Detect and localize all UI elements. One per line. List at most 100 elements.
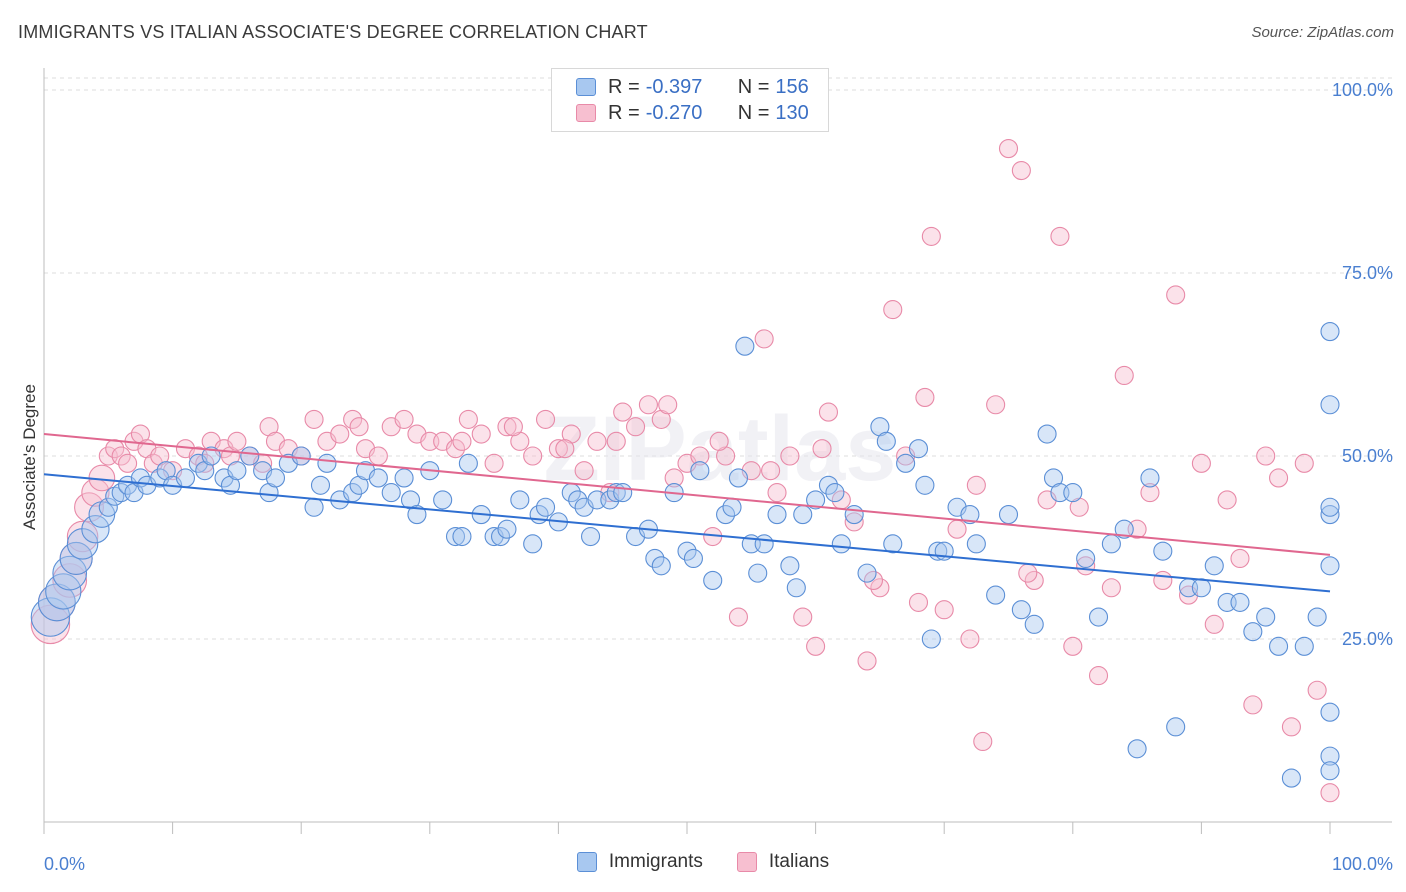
immigrants-point — [986, 585, 1006, 605]
immigrants-point — [1307, 607, 1327, 627]
italians-point — [1281, 717, 1301, 737]
legend-item-italians[interactable]: Italians — [736, 851, 830, 873]
immigrants-point — [683, 548, 703, 569]
trend-lines — [43, 433, 1331, 593]
italians-point — [368, 446, 388, 466]
italians-swatch — [576, 104, 596, 122]
immigrants-point — [1320, 556, 1340, 576]
y-axis-title: Associate's Degree — [20, 384, 39, 530]
r-label: R = — [608, 75, 640, 98]
immigrants-point — [201, 446, 221, 466]
italians-point — [844, 512, 864, 532]
legend-item-immigrants[interactable]: Immigrants — [576, 851, 703, 873]
italians-point — [754, 329, 774, 349]
y-tick-labels: 25.0% 50.0% 75.0% 100.0% — [1332, 80, 1393, 649]
italians-point — [74, 492, 104, 523]
y-tick-label: 25.0% — [1342, 629, 1393, 649]
immigrants-point — [767, 505, 787, 525]
italians-point — [1011, 160, 1031, 181]
immigrants-point — [1243, 622, 1263, 642]
immigrants-point — [1063, 483, 1083, 503]
italians-point — [690, 446, 710, 466]
italians-point — [658, 395, 678, 415]
italians-point — [1063, 636, 1083, 656]
italians-point — [883, 300, 903, 320]
immigrants-point — [1204, 556, 1224, 576]
immigrants-point — [1320, 761, 1340, 781]
italians-point — [1018, 563, 1038, 583]
immigrants-point — [651, 556, 671, 576]
italians-point — [349, 417, 369, 437]
immigrants-point — [98, 497, 118, 517]
x-tick-label: 100.0% — [1332, 854, 1393, 874]
italians-point — [304, 409, 324, 429]
italians-point — [870, 578, 890, 598]
legend-label-italians: Italians — [768, 851, 830, 872]
italians-swatch — [736, 852, 757, 872]
immigrants-point — [394, 468, 414, 488]
y-tick-label: 100.0% — [1332, 80, 1393, 100]
immigrants-point — [806, 490, 826, 510]
immigrants-point — [748, 563, 768, 583]
r-value: -0.397 — [645, 75, 703, 98]
immigrants-point — [105, 486, 125, 506]
immigrants-point — [915, 475, 935, 495]
immigrants-point — [1320, 322, 1340, 342]
italians-point — [1320, 783, 1340, 803]
immigrants-point — [1011, 600, 1031, 620]
immigrants-point — [66, 528, 99, 560]
immigrants-point — [793, 505, 813, 525]
italians-point — [1140, 483, 1160, 503]
immigrants-point — [445, 526, 466, 547]
italians-point — [1243, 695, 1263, 715]
italians-point — [934, 600, 954, 620]
immigrants-point — [227, 461, 247, 481]
italians-point — [613, 402, 633, 422]
italians-point — [986, 395, 1006, 415]
immigrants-point — [458, 453, 478, 473]
italians-point — [458, 409, 478, 429]
immigrants-point — [1140, 468, 1160, 488]
n-value: 130 — [775, 101, 809, 124]
italians-point — [966, 475, 986, 495]
italians-points — [30, 139, 1340, 803]
immigrants-point — [908, 439, 929, 459]
italians-trend-line — [43, 433, 1331, 556]
immigrants-trend-line — [43, 473, 1331, 593]
italians-point — [195, 453, 215, 473]
italians-point — [1153, 570, 1173, 590]
immigrants-point — [175, 468, 196, 488]
italians-point — [1256, 446, 1276, 466]
y-tick-label: 50.0% — [1342, 446, 1393, 466]
immigrants-point — [690, 461, 710, 481]
italians-point — [587, 431, 607, 451]
italians-point — [908, 592, 929, 612]
immigrants-point — [831, 534, 851, 554]
immigrants-point — [1320, 746, 1340, 766]
immigrants-point — [304, 497, 324, 517]
immigrants-point — [735, 336, 755, 356]
italians-point — [118, 453, 138, 473]
immigrants-point — [1166, 717, 1186, 737]
legend-row-immigrants: R = -0.397 N = 156 — [576, 75, 809, 99]
immigrants-point — [452, 526, 472, 547]
legend-label-immigrants: Immigrants — [608, 851, 703, 872]
immigrants-point — [1269, 636, 1289, 656]
immigrants-point — [510, 490, 530, 510]
r-value: -0.270 — [645, 101, 703, 124]
italians-point — [1204, 614, 1224, 634]
immigrants-point — [966, 534, 986, 554]
italians-point — [535, 409, 556, 429]
source-label: Source: ZipAtlas.com — [1251, 24, 1394, 41]
immigrants-point — [1076, 548, 1096, 569]
italians-point — [574, 461, 594, 481]
italians-point — [626, 417, 646, 437]
immigrants-point — [876, 431, 896, 451]
immigrants-point — [568, 490, 588, 510]
immigrants-point — [45, 573, 82, 610]
immigrants-point — [88, 501, 116, 528]
immigrants-point — [291, 446, 311, 466]
n-label: N = — [737, 75, 770, 98]
immigrants-point — [523, 534, 543, 554]
